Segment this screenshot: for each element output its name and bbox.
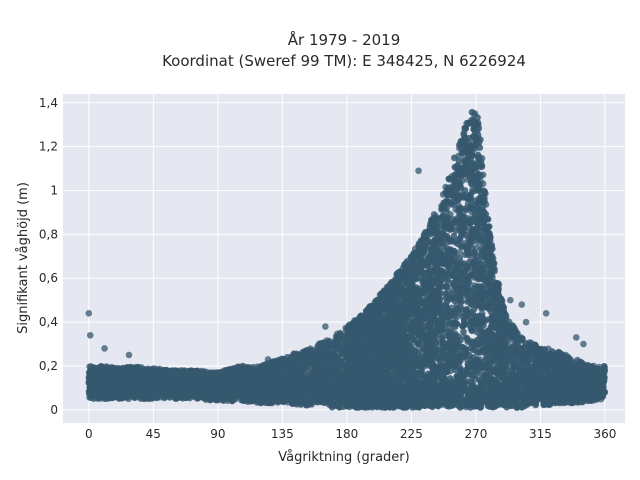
chart-title-line2: Koordinat (Sweref 99 TM): E 348425, N 62… xyxy=(162,52,526,70)
scatter-point xyxy=(513,359,520,367)
scatter-point xyxy=(305,367,312,374)
scatter-point xyxy=(320,369,328,377)
scatter-point xyxy=(574,356,581,364)
chart-title-line1: År 1979 - 2019 xyxy=(288,30,401,49)
scatter-points xyxy=(85,108,609,411)
scatter-point xyxy=(456,249,464,256)
scatter-point xyxy=(522,339,530,347)
scatter-point xyxy=(508,358,515,366)
scatter-point xyxy=(336,329,344,337)
scatter-point xyxy=(87,363,95,370)
scatter-point xyxy=(317,340,325,348)
scatter-point xyxy=(312,348,320,355)
scatter-point xyxy=(334,335,341,343)
